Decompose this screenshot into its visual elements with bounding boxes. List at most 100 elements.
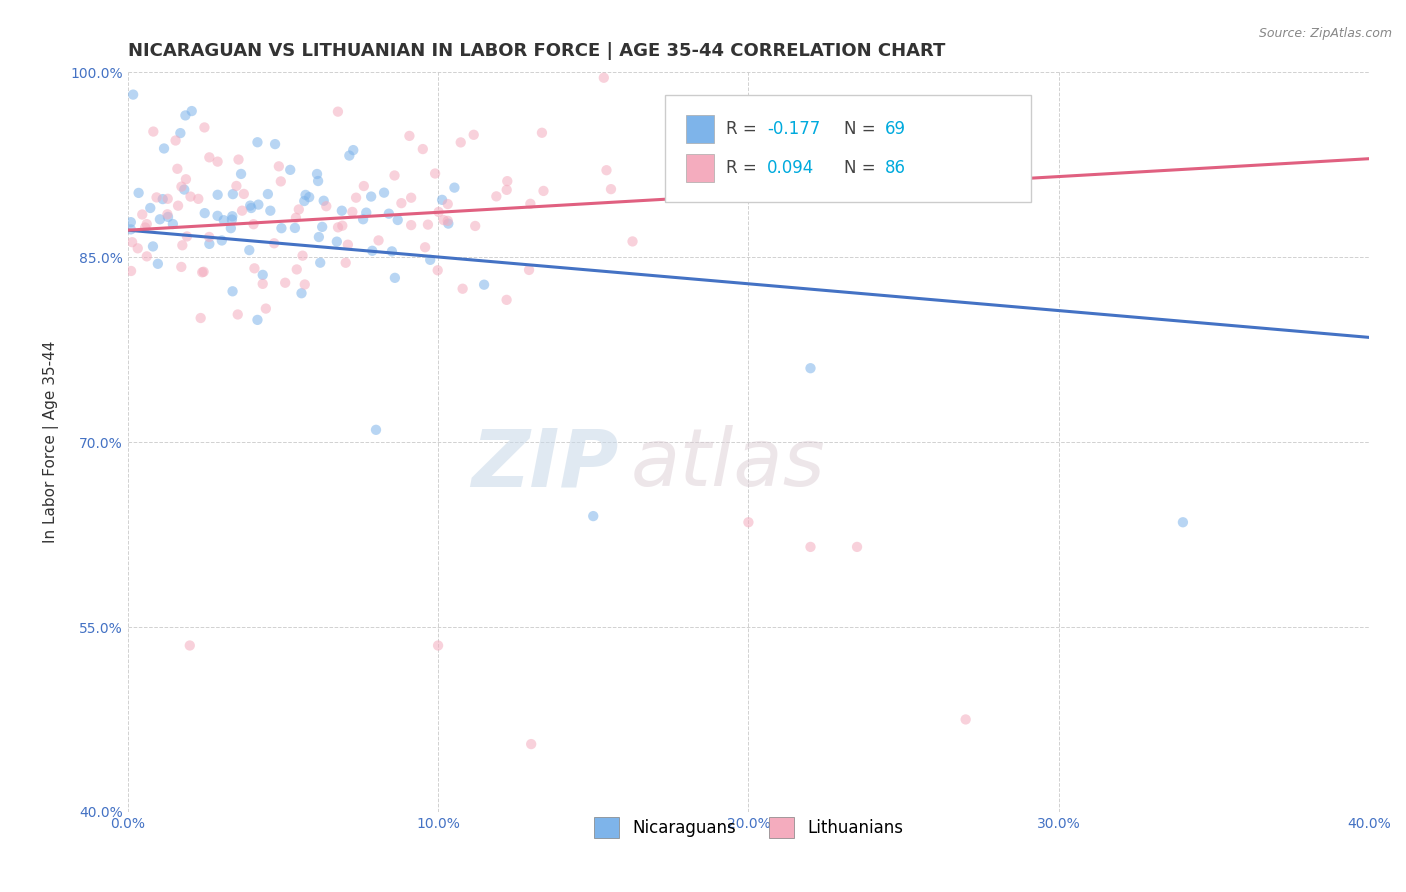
Point: [198, 236, 221, 251]
Point: [135, 249, 157, 263]
Point: [519, 196, 541, 211]
Point: [120, 264, 142, 278]
Point: [367, 234, 389, 248]
Point: [312, 194, 335, 208]
Point: [176, 229, 198, 244]
Point: [274, 276, 297, 290]
Bar: [686, 115, 714, 144]
Point: [198, 230, 221, 244]
Text: 69: 69: [884, 120, 905, 138]
Point: [427, 639, 450, 653]
Point: [243, 261, 266, 276]
Point: [433, 213, 456, 227]
Point: [257, 187, 280, 202]
Point: [174, 172, 197, 186]
Point: [240, 201, 263, 215]
Point: [254, 301, 277, 316]
Point: [212, 213, 235, 227]
Point: [737, 515, 759, 529]
Point: [387, 213, 409, 227]
Point: [298, 190, 321, 204]
Point: [193, 120, 215, 135]
Point: [294, 187, 316, 202]
Text: 86: 86: [884, 159, 905, 177]
Point: [228, 153, 250, 167]
Point: [423, 167, 446, 181]
Point: [122, 87, 145, 102]
Point: [326, 220, 349, 235]
Point: [232, 186, 254, 201]
Point: [294, 277, 316, 292]
Point: [443, 180, 465, 194]
Point: [436, 214, 458, 228]
Point: [284, 211, 307, 225]
Point: [263, 236, 285, 251]
Point: [419, 252, 441, 267]
Point: [342, 143, 364, 157]
FancyBboxPatch shape: [665, 95, 1032, 202]
Point: [191, 265, 214, 279]
Text: R =: R =: [725, 120, 762, 138]
Point: [270, 174, 292, 188]
Point: [246, 135, 269, 149]
Point: [463, 128, 485, 142]
Point: [221, 285, 243, 299]
Point: [326, 104, 349, 119]
Text: Source: ZipAtlas.com: Source: ZipAtlas.com: [1258, 27, 1392, 40]
Point: [153, 141, 176, 155]
Point: [307, 174, 329, 188]
Point: [166, 161, 188, 176]
Point: [278, 162, 301, 177]
Text: N =: N =: [844, 120, 882, 138]
Point: [485, 189, 508, 203]
Point: [309, 256, 332, 270]
Point: [131, 207, 153, 221]
Text: 0.094: 0.094: [768, 159, 814, 177]
Point: [373, 186, 395, 200]
Point: [221, 212, 243, 227]
Point: [194, 206, 217, 220]
Point: [326, 235, 349, 249]
Point: [416, 218, 439, 232]
Point: [330, 203, 353, 218]
Point: [120, 215, 142, 229]
Point: [353, 179, 375, 194]
Point: [582, 509, 605, 524]
Point: [450, 136, 472, 150]
Point: [426, 263, 449, 277]
Point: [344, 191, 367, 205]
Point: [180, 104, 202, 119]
Point: [145, 190, 167, 204]
Point: [799, 361, 821, 376]
Point: [364, 423, 387, 437]
Point: [120, 222, 142, 236]
Y-axis label: In Labor Force | Age 35-44: In Labor Force | Age 35-44: [44, 341, 59, 543]
Point: [252, 268, 274, 282]
Point: [398, 128, 420, 143]
Point: [238, 243, 260, 257]
Point: [413, 240, 436, 254]
Point: [221, 209, 243, 223]
Point: [128, 186, 150, 200]
Point: [156, 192, 179, 206]
Point: [226, 308, 249, 322]
Point: [121, 235, 143, 250]
Point: [389, 196, 412, 211]
Point: [179, 639, 201, 653]
Point: [381, 244, 404, 259]
Point: [451, 282, 474, 296]
Point: [337, 148, 360, 162]
Text: NICARAGUAN VS LITHUANIAN IN LABOR FORCE | AGE 35-44 CORRELATION CHART: NICARAGUAN VS LITHUANIAN IN LABOR FORCE …: [128, 42, 945, 60]
Point: [259, 203, 281, 218]
Point: [252, 277, 274, 291]
Point: [430, 193, 453, 207]
Point: [239, 198, 262, 212]
Point: [427, 205, 450, 219]
Point: [152, 192, 174, 206]
Point: [247, 197, 270, 211]
Point: [187, 192, 209, 206]
Point: [207, 209, 229, 223]
Point: [464, 219, 486, 233]
Point: [352, 212, 374, 227]
Point: [399, 191, 422, 205]
